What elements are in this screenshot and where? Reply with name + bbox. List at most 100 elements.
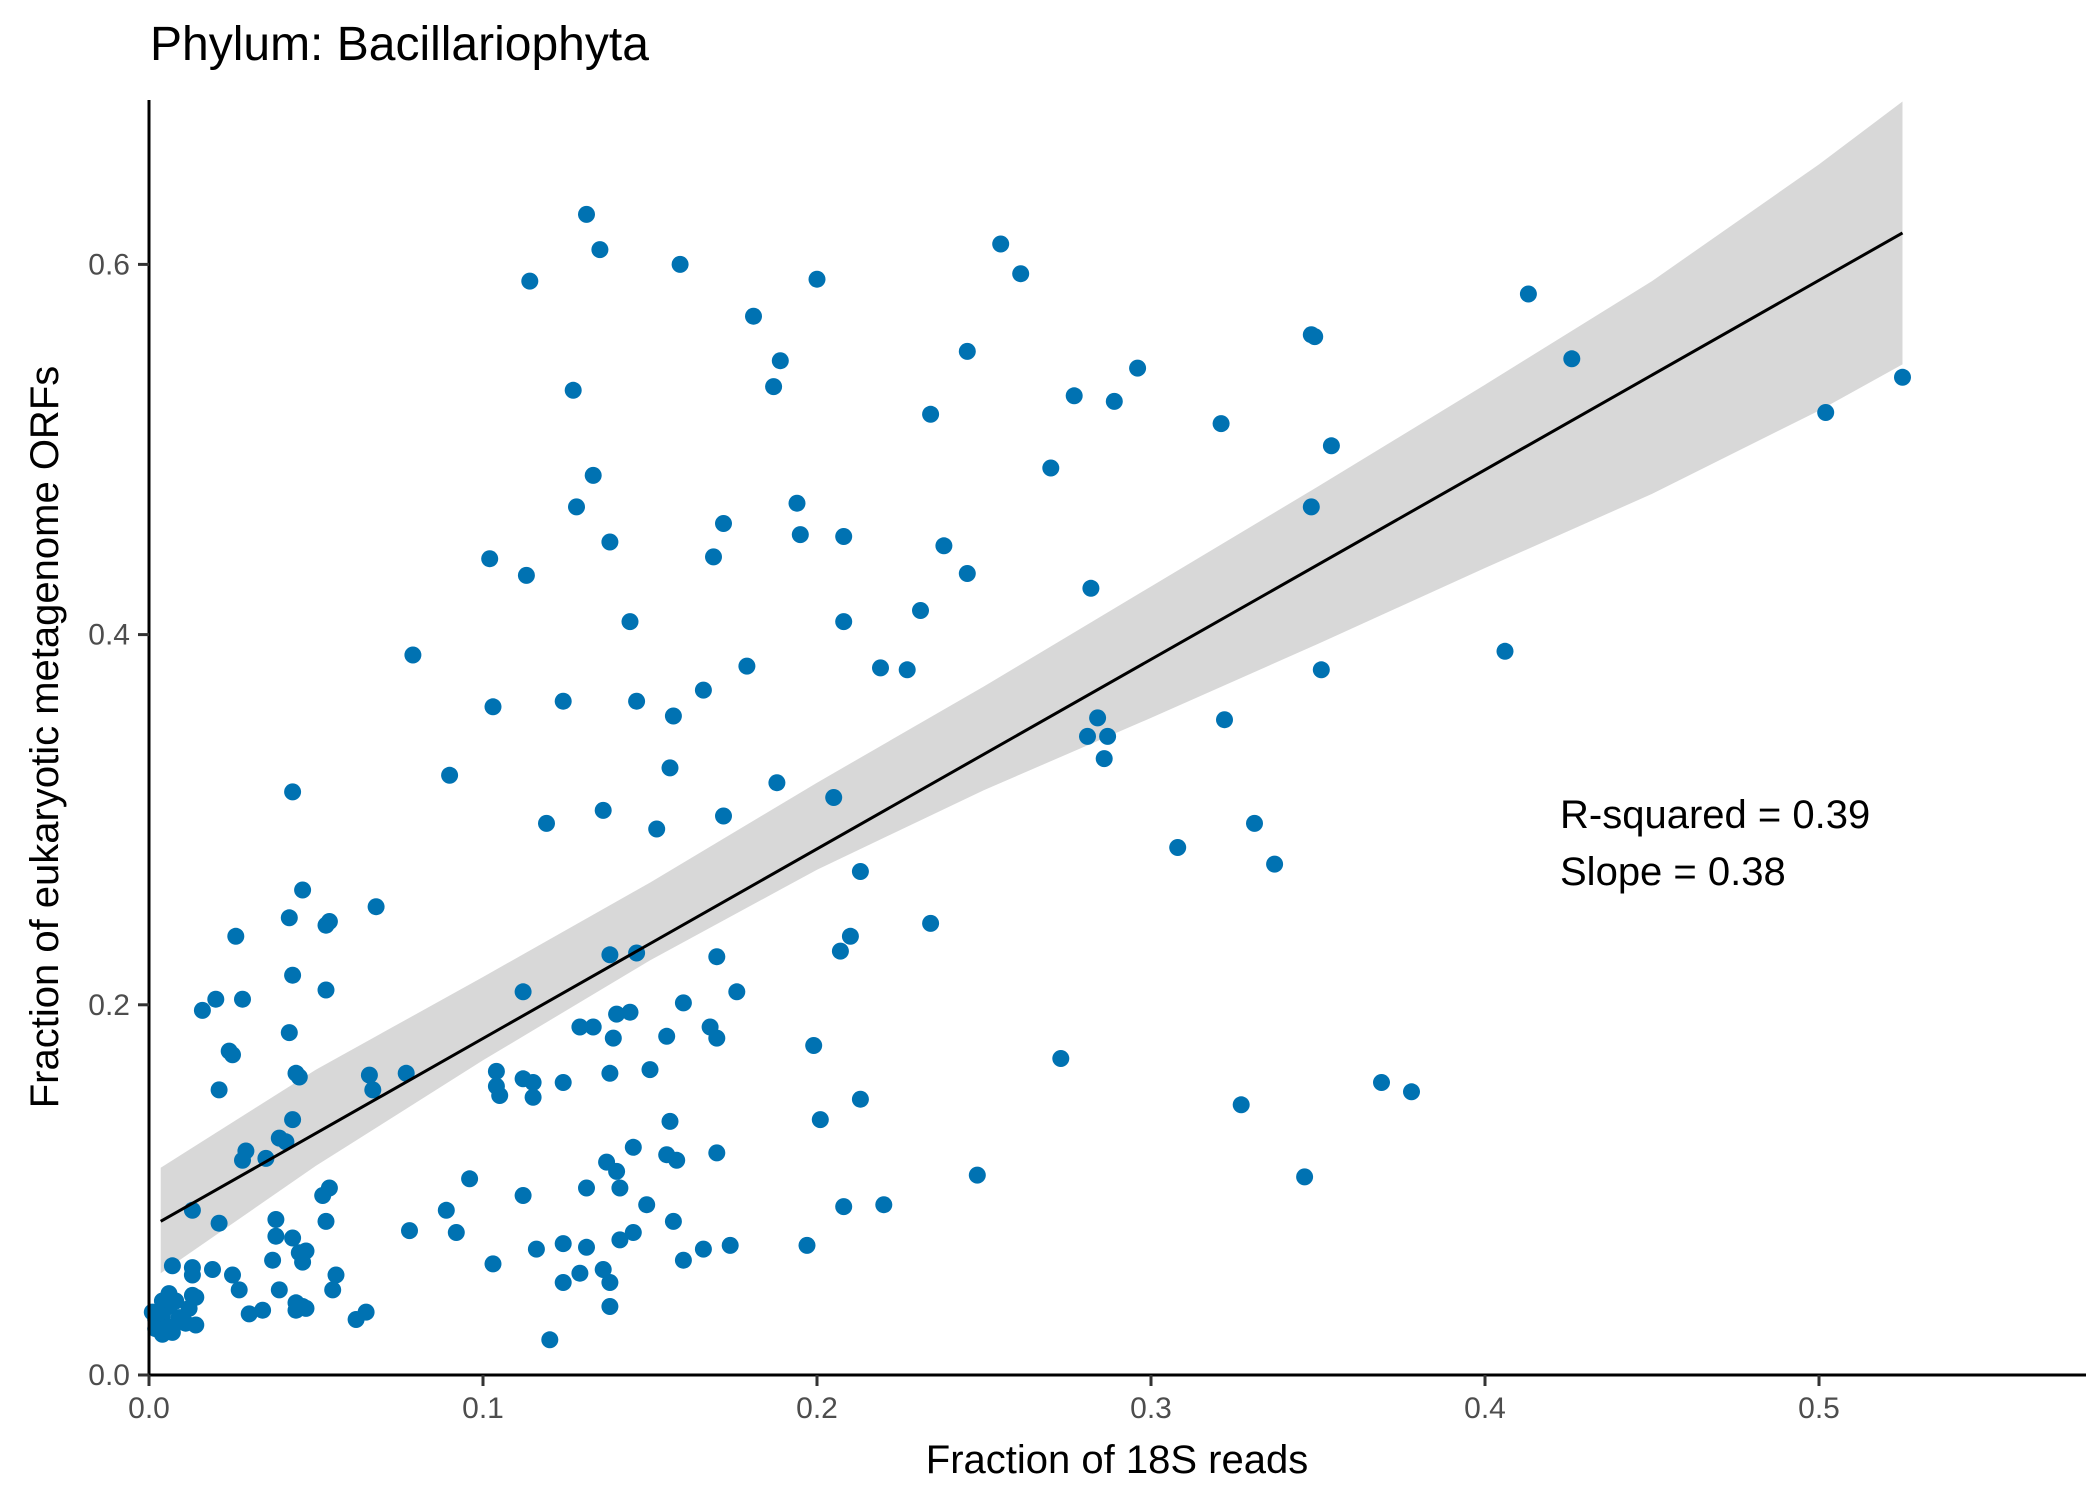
data-point	[611, 1231, 629, 1249]
data-point	[674, 994, 692, 1012]
data-point	[404, 646, 422, 664]
data-point	[1894, 368, 1911, 386]
data-point	[922, 914, 940, 932]
data-point	[401, 1222, 418, 1240]
data-point	[1246, 814, 1263, 832]
data-point	[835, 613, 853, 631]
data-point	[705, 548, 722, 566]
data-point	[317, 916, 335, 934]
data-point	[297, 1299, 315, 1317]
data-point	[360, 1066, 378, 1084]
data-point	[187, 1316, 205, 1334]
data-point	[841, 927, 859, 945]
data-point	[694, 681, 712, 699]
data-point	[661, 1112, 679, 1130]
data-point	[1216, 711, 1233, 729]
data-point	[264, 1251, 282, 1269]
data-point	[554, 692, 572, 710]
data-point	[1306, 328, 1324, 346]
data-point	[284, 1229, 302, 1247]
data-point	[267, 1211, 285, 1228]
data-point	[487, 1062, 505, 1080]
data-point	[601, 946, 619, 964]
x-axis-title: Fraction of 18S reads	[926, 1438, 1308, 1482]
data-point	[1322, 437, 1340, 455]
data-point	[568, 498, 585, 516]
data-point	[284, 783, 302, 801]
data-point	[1105, 392, 1123, 410]
data-point	[578, 1179, 595, 1197]
data-point	[664, 707, 682, 725]
data-point	[768, 774, 786, 792]
data-point	[521, 272, 539, 290]
data-point	[958, 565, 976, 582]
data-point	[1519, 285, 1537, 303]
data-point	[641, 1061, 659, 1079]
data-point	[608, 1005, 626, 1023]
data-point	[210, 1081, 228, 1099]
data-point	[441, 766, 459, 784]
data-point	[284, 1111, 302, 1129]
data-point	[564, 381, 582, 399]
data-point	[1373, 1074, 1390, 1091]
data-point	[204, 1261, 221, 1278]
data-point	[831, 942, 849, 960]
data-point	[715, 515, 732, 532]
data-point	[658, 1027, 676, 1045]
data-point	[294, 881, 312, 899]
data-point	[648, 820, 666, 838]
data-point	[571, 1264, 589, 1282]
confidence-band	[160, 101, 1903, 1274]
data-point	[708, 1144, 726, 1162]
data-point	[1099, 727, 1117, 745]
data-point	[584, 1018, 602, 1036]
data-point	[527, 1240, 545, 1258]
data-point	[875, 1196, 893, 1214]
data-point	[661, 759, 679, 777]
data-point	[765, 378, 783, 396]
data-point	[968, 1166, 986, 1184]
x-tick-label: 0.5	[1798, 1392, 1840, 1425]
data-point	[715, 807, 732, 825]
data-point	[554, 1235, 572, 1253]
data-point	[240, 1305, 258, 1323]
data-point	[163, 1257, 181, 1275]
data-point	[193, 1001, 211, 1019]
data-point	[594, 1261, 612, 1278]
y-tick-label: 0.4	[88, 619, 130, 652]
data-point	[514, 1187, 532, 1204]
data-point	[628, 692, 646, 710]
data-point	[447, 1224, 465, 1241]
data-point	[601, 1274, 619, 1291]
data-point	[367, 898, 385, 916]
data-point	[461, 1170, 479, 1188]
data-point	[254, 1301, 272, 1319]
data-point	[270, 1281, 288, 1299]
data-point	[484, 698, 502, 716]
data-point	[591, 241, 609, 259]
data-point	[517, 566, 535, 584]
data-point	[738, 657, 756, 675]
data-point	[230, 1281, 248, 1299]
data-point	[935, 537, 953, 555]
data-point	[437, 1201, 455, 1219]
data-point	[808, 270, 826, 288]
data-point	[898, 661, 916, 679]
data-point	[1296, 1168, 1314, 1186]
data-point	[584, 466, 602, 484]
data-point	[1095, 750, 1113, 768]
data-point	[1042, 459, 1060, 477]
data-point	[621, 1003, 639, 1021]
data-point	[207, 990, 225, 1008]
data-point	[287, 1064, 305, 1082]
y-axis-ticks: 0.0 0.2 0.4 0.6	[88, 248, 149, 1392]
data-point	[481, 550, 499, 568]
data-point	[538, 814, 555, 832]
x-tick-label: 0.0	[128, 1392, 170, 1425]
data-point	[234, 990, 251, 1008]
data-point	[314, 1187, 332, 1204]
data-point	[835, 1198, 853, 1216]
data-point	[694, 1240, 712, 1258]
x-tick-label: 0.1	[462, 1392, 504, 1425]
